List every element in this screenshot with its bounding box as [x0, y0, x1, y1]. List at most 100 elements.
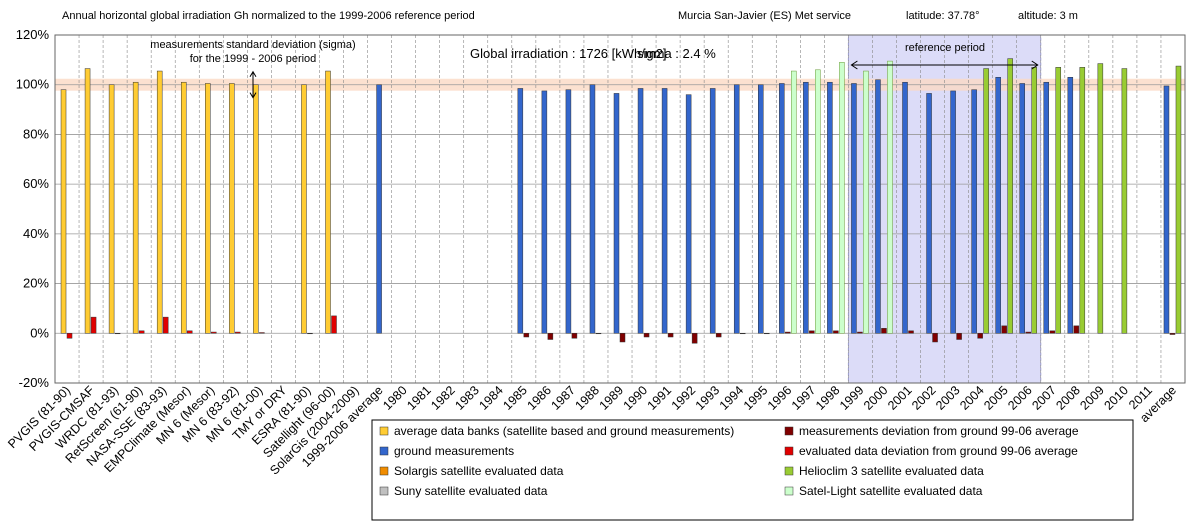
bar: [950, 90, 956, 334]
bar: [887, 60, 893, 334]
bar: [301, 84, 307, 334]
x-tick-label: 2002: [909, 383, 939, 413]
x-tick-label: 1992: [669, 383, 699, 413]
x-tick-label: 2005: [981, 383, 1011, 413]
legend-swatch: [379, 466, 389, 476]
y-tick-label: 0%: [30, 325, 49, 340]
bar: [739, 333, 746, 335]
y-tick-label: -20%: [19, 375, 50, 390]
bar: [186, 330, 193, 334]
bar: [709, 88, 716, 334]
x-tick-label: 1986: [524, 383, 554, 413]
x-tick-label: 2009: [1077, 383, 1107, 413]
annotation: for the 1999 - 2006 period: [190, 53, 317, 65]
bar: [211, 331, 217, 334]
bar: [235, 331, 241, 334]
bar: [1019, 83, 1025, 334]
bar: [839, 62, 845, 334]
bar: [637, 88, 644, 334]
x-tick-label: 1987: [548, 383, 578, 413]
y-tick-label: 80%: [23, 126, 49, 141]
bar: [863, 70, 869, 334]
bar: [162, 316, 169, 334]
annotation: Global irradiation : 1726 [kWh/m2]: [470, 46, 667, 61]
legend-swatch: [379, 486, 389, 496]
x-tick-label: 1989: [597, 383, 627, 413]
bar: [685, 94, 692, 334]
x-tick-label: 2006: [1005, 383, 1035, 413]
bar: [691, 333, 698, 344]
x-tick-label: 1994: [717, 383, 747, 413]
y-tick-label: 40%: [23, 226, 49, 241]
bar: [325, 70, 331, 334]
bar: [803, 81, 809, 334]
bar: [595, 333, 602, 335]
station: Murcia San-Javier (ES) Met service: [678, 10, 851, 22]
legend-label: Solargis satellite evaluated data: [394, 464, 564, 478]
bar: [1079, 67, 1086, 334]
bar: [205, 83, 211, 334]
bar: [908, 330, 914, 334]
x-tick-label: 2008: [1053, 383, 1083, 413]
x-tick-label: 1998: [813, 383, 843, 413]
bar: [517, 88, 524, 334]
y-tick-label: 60%: [23, 176, 49, 191]
legend-label: average data banks (satellite based and …: [394, 424, 734, 438]
bar: [983, 68, 989, 334]
y-tick-label: 100%: [16, 77, 50, 92]
annotation: reference period: [905, 42, 985, 54]
bar: [956, 333, 962, 340]
legend-label: ground measurements: [394, 444, 514, 458]
bar: [764, 333, 770, 335]
bar: [851, 83, 857, 334]
reference-arrowheads: [850, 60, 1039, 70]
bar: [84, 68, 91, 334]
bar: [833, 330, 839, 334]
x-tick-label: 2004: [957, 383, 987, 413]
bar: [932, 333, 938, 343]
bar: [902, 81, 908, 334]
bar: [229, 83, 235, 334]
x-tick-label: 2001: [885, 383, 915, 413]
bar: [785, 331, 791, 334]
bar: [613, 93, 620, 334]
x-tick-label: 1982: [428, 383, 458, 413]
x-tick-label: 1991: [645, 383, 675, 413]
bar: [180, 81, 187, 334]
bar: [565, 89, 572, 334]
bar: [1073, 325, 1080, 334]
x-tick-label: 1980: [380, 383, 410, 413]
x-tick-label: 1990: [621, 383, 651, 413]
x-tick-label: 1984: [476, 383, 506, 413]
legend-swatch: [784, 466, 794, 476]
bar: [857, 331, 863, 334]
bar: [1031, 67, 1037, 334]
bar: [971, 89, 977, 334]
bar: [523, 333, 530, 338]
latitude: latitude: 37.78°: [906, 10, 980, 22]
bar: [619, 333, 626, 343]
bar: [1169, 333, 1176, 335]
bar: [571, 333, 578, 339]
legend-swatch: [784, 446, 794, 456]
legend-label: Suny satellite evaluated data: [394, 484, 548, 498]
bar: [108, 84, 115, 334]
bar: [1097, 63, 1104, 334]
x-tick-label: 1985: [500, 383, 530, 413]
x-tick-label: 2010: [1101, 383, 1131, 413]
bar: [977, 333, 983, 339]
x-tick-label: 1996: [765, 383, 795, 413]
y-tick-label: 20%: [23, 276, 49, 291]
bar: [1163, 85, 1170, 334]
legend-swatch: [379, 426, 389, 436]
bar: [138, 330, 145, 334]
legend-swatch: [784, 426, 794, 436]
bar: [643, 333, 650, 338]
bar: [827, 81, 833, 334]
x-tick-label: 1988: [573, 383, 603, 413]
bar: [1007, 58, 1013, 334]
bar: [1049, 330, 1056, 334]
x-tick-label: 1995: [741, 383, 771, 413]
legend-swatch: [379, 446, 389, 456]
annotation: sigma : 2.4 %: [637, 46, 716, 61]
